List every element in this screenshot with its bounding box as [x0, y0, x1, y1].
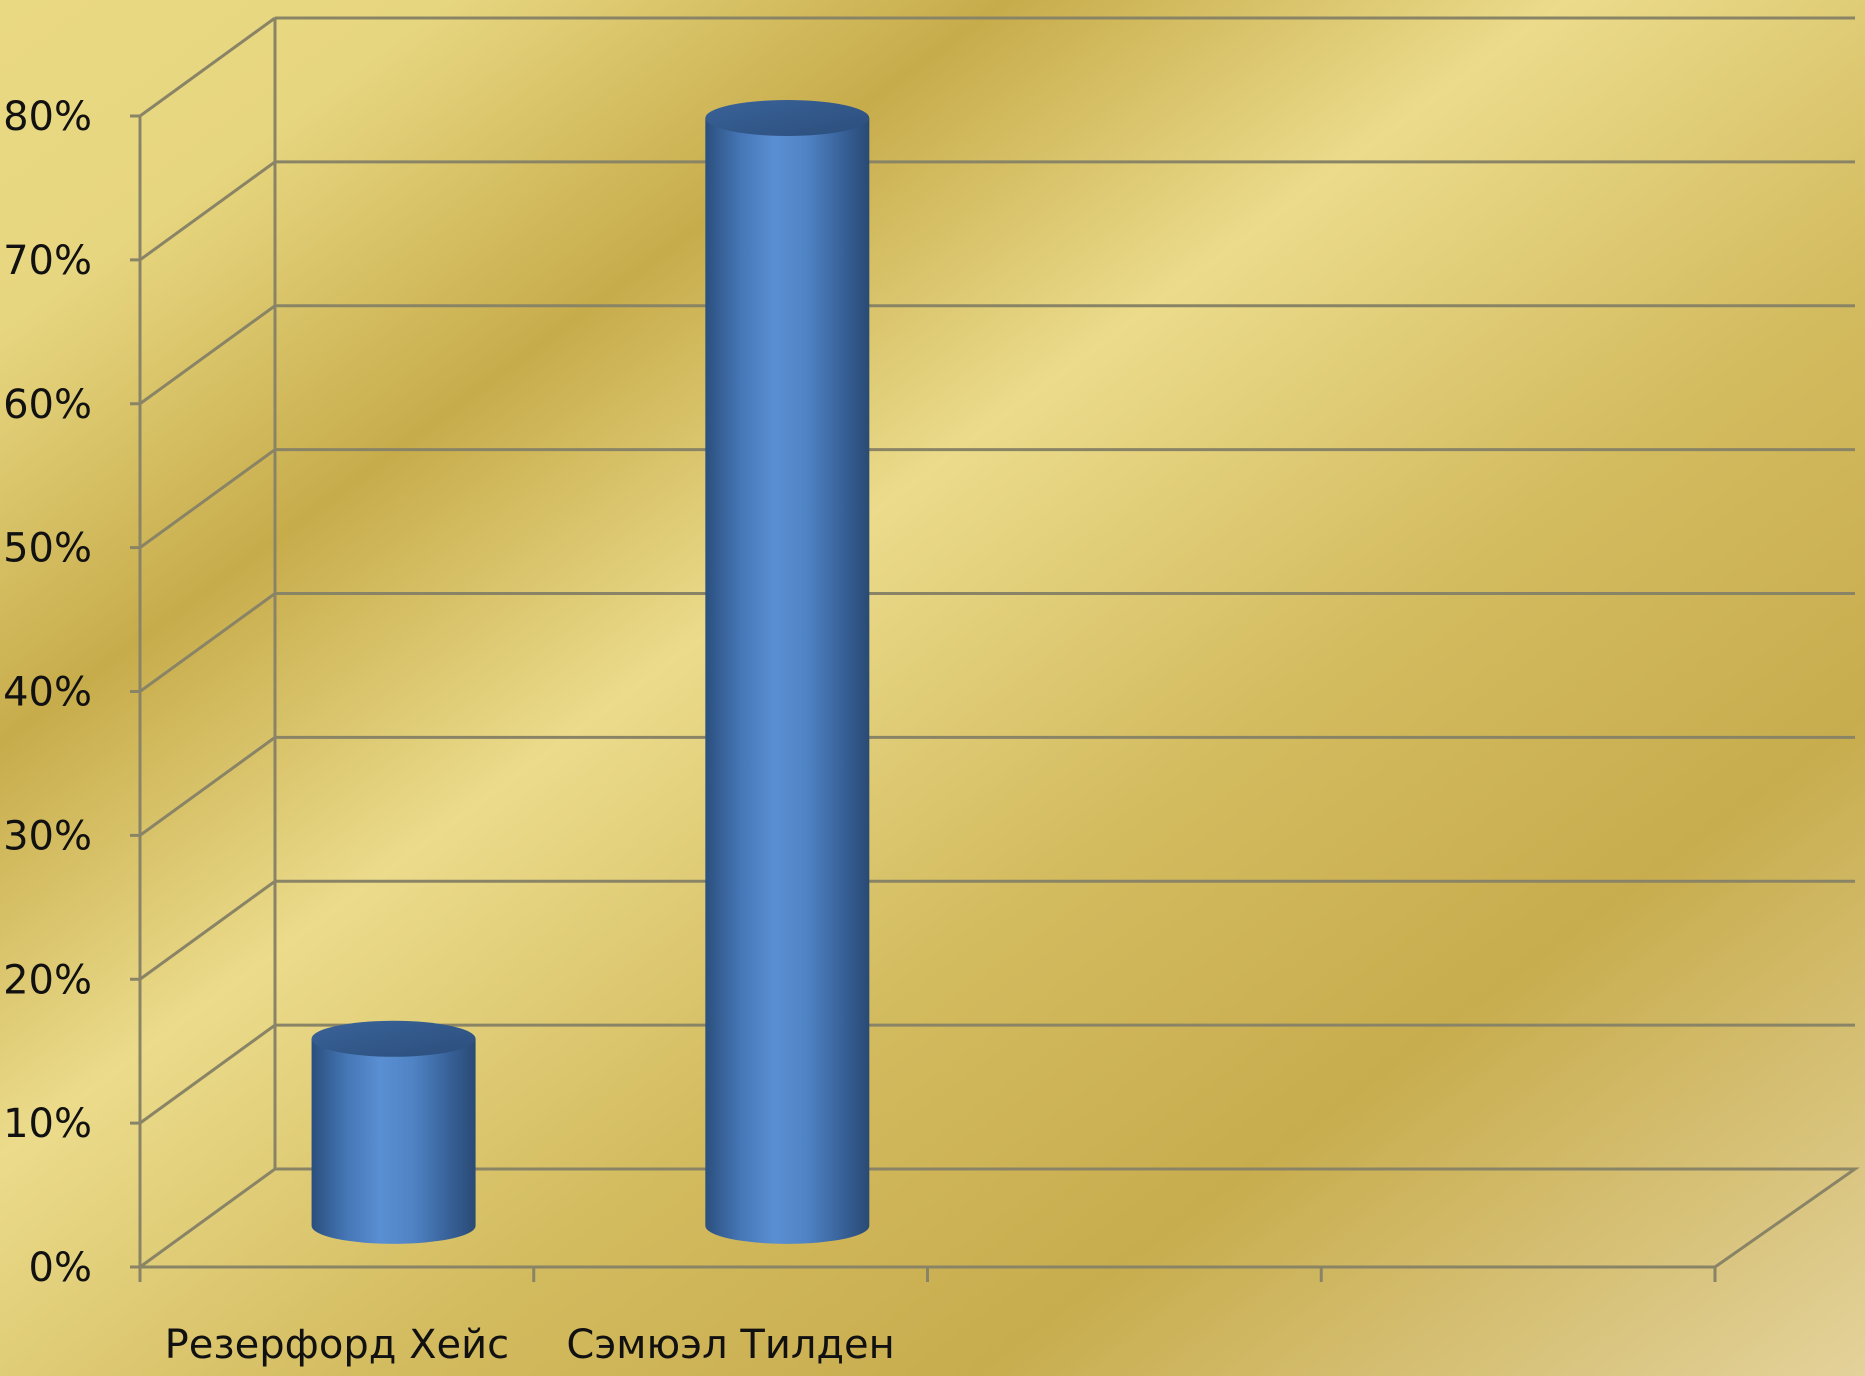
- bar: [311, 1020, 476, 1244]
- gridline-side: [139, 448, 276, 549]
- gridline-side: [139, 1167, 276, 1269]
- y-tick-label: 60%: [3, 382, 92, 428]
- bar-cap: [705, 100, 870, 137]
- y-tick-label: 70%: [3, 238, 92, 284]
- axes: [130, 114, 1717, 1282]
- y-tick-label: 20%: [3, 957, 92, 1003]
- gridline-side: [139, 16, 276, 118]
- x-category-label: Сэмюэл Тилден: [566, 1322, 894, 1368]
- bar: [705, 100, 870, 1244]
- y-tick-label: 10%: [3, 1101, 92, 1147]
- y-tick-label: 30%: [3, 813, 92, 859]
- bars: [311, 100, 870, 1244]
- gridline-side: [139, 160, 276, 262]
- gridline-side: [139, 592, 276, 693]
- gridline-side: [139, 736, 276, 837]
- y-tick-label: 40%: [3, 670, 92, 716]
- gridlines: [139, 16, 1860, 1269]
- labels: 0% 10% 20% 30% 40% 50% 60% 70% 80% Резерфорд Хейс…: [3, 94, 895, 1368]
- gridline-side: [139, 880, 276, 981]
- bar-cap: [311, 1020, 476, 1057]
- y-tick-label: 0%: [29, 1245, 92, 1291]
- x-category-label: Резерфорд Хейс: [165, 1322, 509, 1368]
- gridline-side: [139, 1023, 276, 1125]
- bar-body: [311, 1038, 476, 1244]
- y-tick-label: 80%: [3, 94, 92, 140]
- bar-body: [705, 118, 870, 1244]
- gridline-side: [139, 304, 276, 405]
- y-tick-label: 50%: [3, 526, 92, 572]
